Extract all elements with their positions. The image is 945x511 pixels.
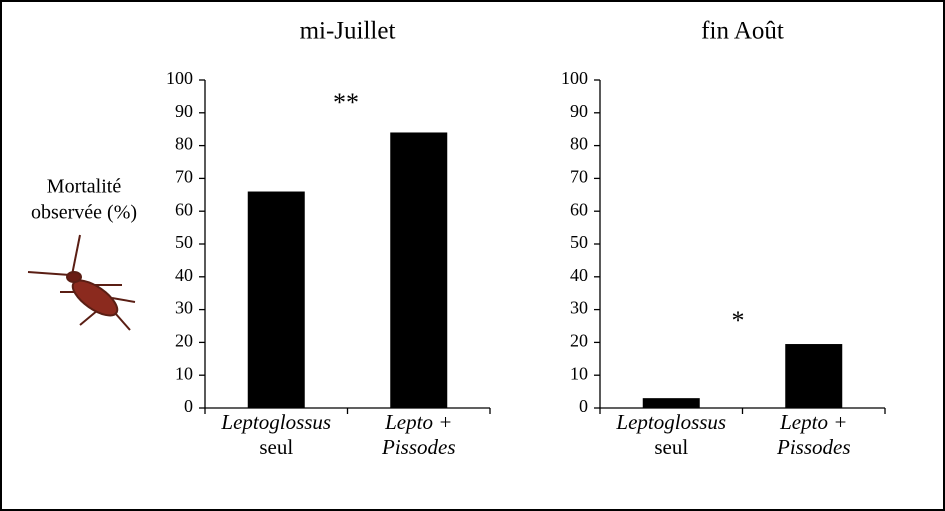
y-tick-label: 80 (570, 134, 588, 154)
annotation: * (732, 306, 745, 335)
x-tick-label: Leptoglossus (615, 410, 726, 434)
y-tick-label: 30 (570, 298, 588, 318)
y-tick-label: 70 (175, 167, 193, 187)
y-tick-label: 40 (570, 265, 588, 285)
bar (642, 398, 700, 408)
y-tick-label: 100 (166, 68, 193, 88)
y-tick-label: 100 (561, 68, 588, 88)
y-tick-label: 20 (175, 331, 193, 351)
y-tick-label: 40 (175, 265, 193, 285)
y-tick-label: 60 (570, 199, 588, 219)
chart-title: mi-Juillet (300, 18, 396, 45)
y-tick-label: 80 (175, 134, 193, 154)
y-tick-label: 50 (175, 232, 193, 252)
y-tick-label: 30 (175, 298, 193, 318)
bar (390, 132, 448, 409)
y-tick-label: 10 (570, 363, 588, 383)
x-tick-label: Pissodes (381, 435, 456, 459)
y-tick-label: 0 (579, 396, 588, 416)
x-tick-label: seul (654, 435, 688, 459)
y-axis-label: observée (%) (31, 202, 137, 224)
y-tick-label: 70 (570, 167, 588, 187)
bar (785, 344, 843, 408)
y-tick-label: 10 (175, 363, 193, 383)
y-tick-label: 90 (175, 101, 193, 121)
annotation: ** (333, 88, 359, 117)
y-tick-label: 0 (184, 396, 193, 416)
bar (247, 191, 305, 408)
chart-title: fin Août (701, 18, 784, 45)
x-tick-label: Leptoglossus (220, 410, 331, 434)
x-tick-label: Lepto + (384, 410, 452, 434)
x-tick-label: seul (259, 435, 293, 459)
x-tick-label: Lepto + (779, 410, 847, 434)
insect-icon (27, 234, 136, 331)
y-tick-label: 50 (570, 232, 588, 252)
y-tick-label: 60 (175, 199, 193, 219)
y-tick-label: 20 (570, 331, 588, 351)
y-tick-label: 90 (570, 101, 588, 121)
y-axis-label: Mortalité (47, 176, 122, 198)
x-tick-label: Pissodes (776, 435, 851, 459)
